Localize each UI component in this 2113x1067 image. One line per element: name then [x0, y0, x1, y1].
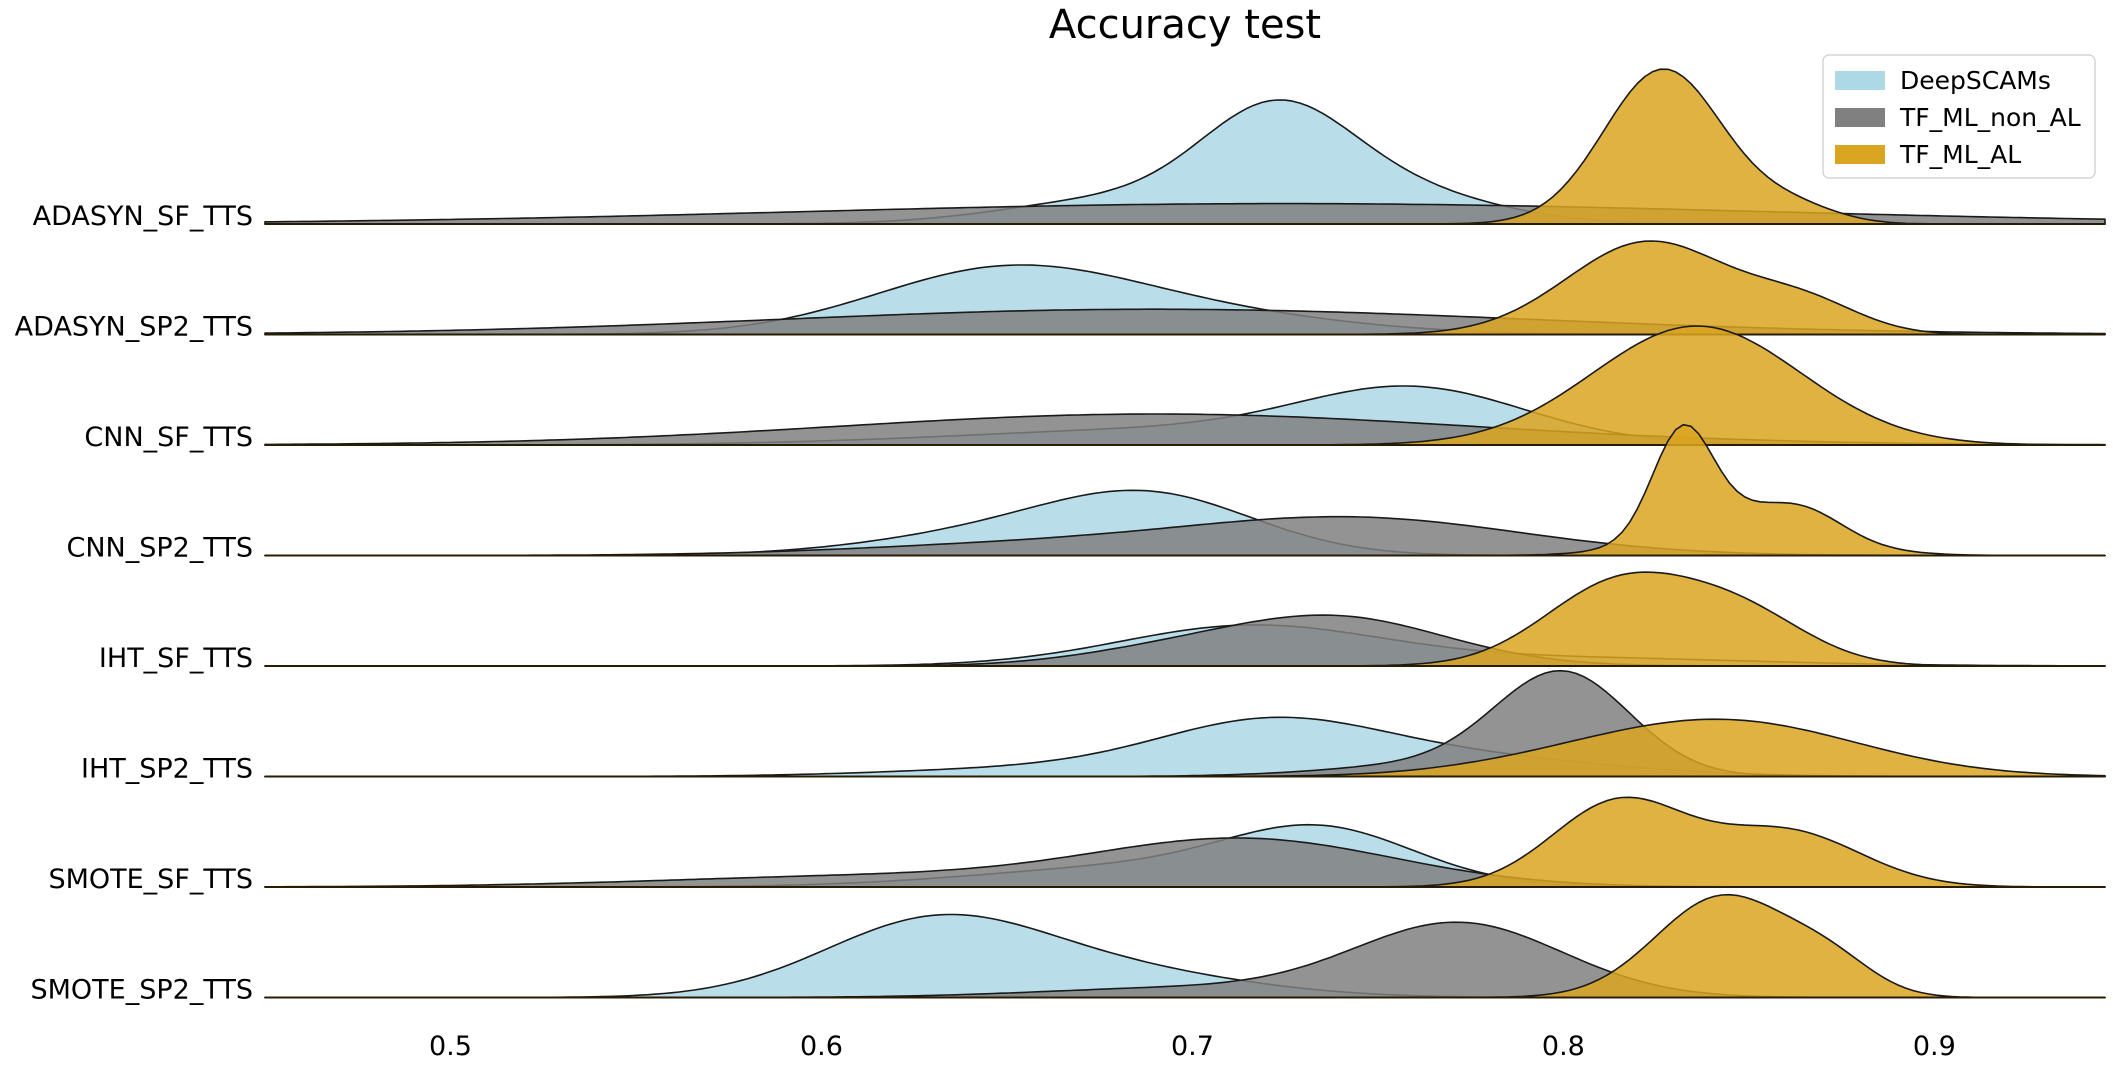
x-axis-ticks: 0.5 0.6 0.7 0.8 0.9: [429, 1031, 1956, 1062]
row-label-cnn-sf-tts: CNN_SF_TTS: [84, 422, 253, 453]
ridge-row-cnn-sf-tts: CNN_SF_TTS: [84, 325, 2106, 453]
x-tick-label: 0.7: [1171, 1031, 1214, 1062]
row-label-adasyn-sp2-tts: ADASYN_SP2_TTS: [15, 312, 253, 343]
row-label-cnn-sp2-tts: CNN_SP2_TTS: [67, 533, 254, 564]
ridge-row-smote-sp2-tts: SMOTE_SP2_TTS: [31, 893, 2106, 1006]
row-label-adasyn-sf-tts: ADASYN_SF_TTS: [33, 201, 253, 232]
ridge-row-iht-sp2-tts: IHT_SP2_TTS: [81, 669, 2106, 785]
x-tick-label: 0.5: [429, 1031, 472, 1062]
legend-swatch-tf-ml-al: [1835, 145, 1885, 164]
chart-title: Accuracy test: [1049, 2, 1321, 48]
legend-swatch-tf-ml-non-al: [1835, 108, 1885, 127]
ridge-row-cnn-sp2-tts: CNN_SP2_TTS: [67, 423, 2106, 564]
legend-label-deepscams: DeepSCAMs: [1900, 66, 2051, 95]
legend-label-tf-ml-al: TF_ML_AL: [1899, 140, 2021, 169]
legend-label-tf-ml-non-al: TF_ML_non_AL: [1899, 103, 2081, 132]
ridgeline-rows: ADASYN_SF_TTS ADASYN_SP2_TTS CNN_SF_TTS CNN…: [15, 68, 2106, 1006]
row-label-iht-sp2-tts: IHT_SP2_TTS: [81, 754, 253, 785]
x-tick-label: 0.9: [1913, 1031, 1956, 1062]
ridge-row-smote-sf-tts: SMOTE_SF_TTS: [48, 796, 2106, 895]
row-label-iht-sf-tts: IHT_SF_TTS: [99, 643, 253, 674]
legend: DeepSCAMs TF_ML_non_AL TF_ML_AL: [1822, 54, 2096, 179]
ridge-row-adasyn-sf-tts: ADASYN_SF_TTS: [33, 68, 2106, 232]
row-label-smote-sp2-tts: SMOTE_SP2_TTS: [31, 975, 254, 1006]
ridge-row-adasyn-sp2-tts: ADASYN_SP2_TTS: [15, 240, 2106, 343]
row-label-smote-sf-tts: SMOTE_SF_TTS: [48, 864, 253, 895]
legend-swatch-deepscams: [1835, 71, 1885, 90]
x-tick-label: 0.8: [1542, 1031, 1585, 1062]
ridge-row-iht-sf-tts: IHT_SF_TTS: [99, 571, 2106, 674]
legend-frame: [1822, 54, 2096, 179]
x-tick-label: 0.6: [800, 1031, 843, 1062]
